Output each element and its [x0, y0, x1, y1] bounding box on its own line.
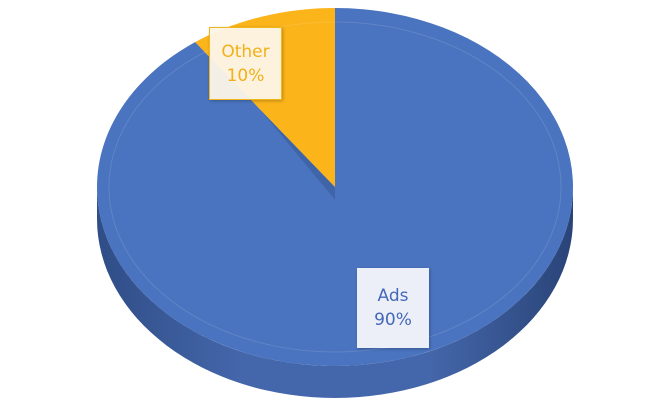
data-label-ads-value: 90%	[374, 310, 412, 330]
data-label-ads-name: Ads	[377, 286, 409, 306]
data-label-other: Other 10%	[209, 27, 282, 100]
slice-ads[interactable]	[96, 8, 574, 366]
data-label-other-value: 10%	[226, 66, 265, 86]
pie-inner-rim	[108, 21, 562, 353]
data-label-other-name: Other	[221, 42, 270, 62]
pie-side-wall	[97, 187, 573, 398]
data-label-ads: Ads 90%	[357, 268, 429, 348]
